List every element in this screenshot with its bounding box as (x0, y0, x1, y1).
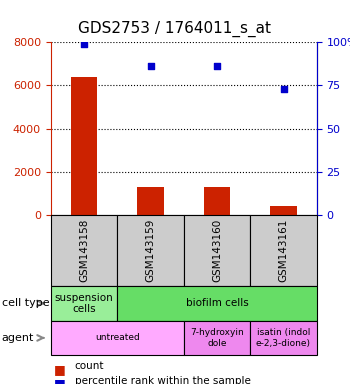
Text: 7-hydroxyin
dole: 7-hydroxyin dole (190, 328, 244, 348)
Text: untreated: untreated (95, 333, 140, 343)
Point (148, 63, 153, 70)
Text: cell type: cell type (2, 298, 49, 308)
Text: agent: agent (2, 333, 34, 343)
Text: suspension
cells: suspension cells (55, 293, 113, 314)
Text: GDS2753 / 1764011_s_at: GDS2753 / 1764011_s_at (78, 21, 272, 37)
Text: GSM143158: GSM143158 (79, 219, 89, 282)
Bar (204, 187, 230, 215)
Text: isatin (indol
e-2,3-dione): isatin (indol e-2,3-dione) (256, 328, 311, 348)
Text: biofilm cells: biofilm cells (186, 298, 248, 308)
Text: ■: ■ (54, 363, 66, 376)
Text: percentile rank within the sample: percentile rank within the sample (75, 376, 251, 384)
Point (281, 86, 286, 92)
Text: GSM143159: GSM143159 (146, 219, 155, 282)
Text: GSM143161: GSM143161 (279, 219, 288, 282)
Text: GSM143160: GSM143160 (212, 219, 222, 282)
Point (81, 41, 87, 47)
Text: ■: ■ (54, 377, 66, 384)
Point (214, 63, 220, 70)
Text: count: count (75, 361, 104, 371)
Bar (137, 187, 164, 215)
Bar (270, 207, 297, 215)
Bar (71, 77, 97, 215)
